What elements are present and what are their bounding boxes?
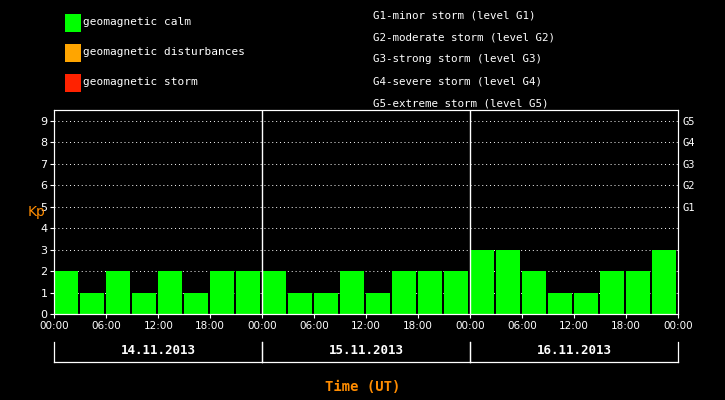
Bar xyxy=(80,292,104,314)
Bar xyxy=(600,271,624,314)
Text: G3-strong storm (level G3): G3-strong storm (level G3) xyxy=(373,54,542,64)
Bar xyxy=(418,271,442,314)
Bar xyxy=(210,271,234,314)
Text: geomagnetic calm: geomagnetic calm xyxy=(83,17,191,27)
Bar xyxy=(314,292,338,314)
Y-axis label: Kp: Kp xyxy=(28,205,45,219)
Bar xyxy=(574,292,598,314)
Bar xyxy=(496,250,520,314)
Bar xyxy=(626,271,650,314)
Text: G1-minor storm (level G1): G1-minor storm (level G1) xyxy=(373,10,536,20)
Text: G5-extreme storm (level G5): G5-extreme storm (level G5) xyxy=(373,98,549,108)
Text: geomagnetic disturbances: geomagnetic disturbances xyxy=(83,47,245,57)
Bar xyxy=(392,271,416,314)
Bar xyxy=(470,250,494,314)
Bar xyxy=(132,292,156,314)
Bar xyxy=(236,271,260,314)
Bar xyxy=(107,271,130,314)
Bar xyxy=(366,292,390,314)
Bar xyxy=(652,250,676,314)
Bar xyxy=(262,271,286,314)
Text: G4-severe storm (level G4): G4-severe storm (level G4) xyxy=(373,76,542,86)
Text: 15.11.2013: 15.11.2013 xyxy=(328,344,404,356)
Bar xyxy=(548,292,572,314)
Bar xyxy=(288,292,312,314)
Text: 16.11.2013: 16.11.2013 xyxy=(536,344,611,356)
Bar xyxy=(54,271,78,314)
Text: Time (UT): Time (UT) xyxy=(325,380,400,394)
Text: geomagnetic storm: geomagnetic storm xyxy=(83,77,198,87)
Bar xyxy=(184,292,208,314)
Text: G2-moderate storm (level G2): G2-moderate storm (level G2) xyxy=(373,32,555,42)
Bar xyxy=(158,271,182,314)
Text: 14.11.2013: 14.11.2013 xyxy=(121,344,196,356)
Bar xyxy=(444,271,468,314)
Bar xyxy=(340,271,364,314)
Bar xyxy=(522,271,546,314)
